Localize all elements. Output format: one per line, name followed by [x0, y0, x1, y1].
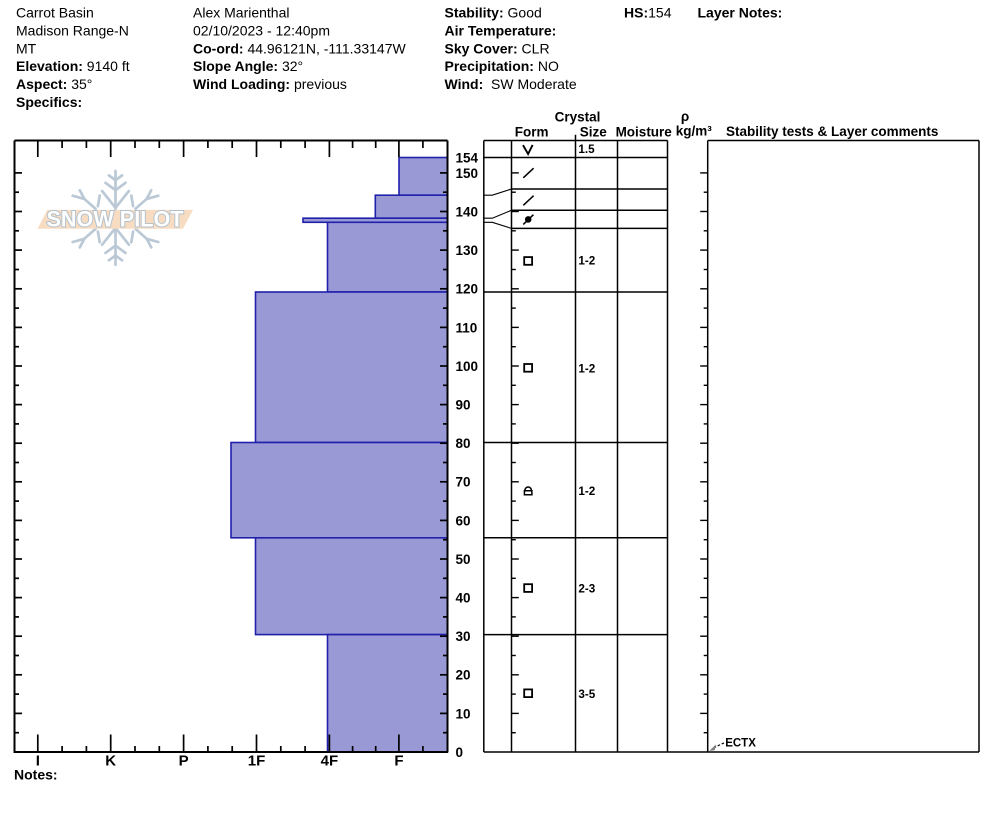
svg-text:Wind Loading: previous: Wind Loading: previous: [193, 76, 347, 92]
svg-text:kg/m³: kg/m³: [676, 124, 713, 139]
svg-text:50: 50: [456, 552, 471, 567]
svg-text:1-2: 1-2: [578, 485, 595, 498]
svg-text:ECTX: ECTX: [725, 738, 756, 750]
svg-text:0: 0: [456, 745, 464, 760]
svg-text:Alex Marienthal: Alex Marienthal: [193, 4, 290, 20]
svg-text:Aspect: 35°: Aspect: 35°: [16, 76, 92, 92]
svg-text:Form: Form: [515, 124, 549, 139]
svg-text:Moisture: Moisture: [616, 124, 673, 139]
svg-text:40: 40: [456, 591, 471, 606]
svg-text:Air Temperature:: Air Temperature:: [445, 22, 561, 38]
svg-text:130: 130: [456, 243, 479, 258]
svg-text:P: P: [179, 753, 189, 770]
svg-text:30: 30: [456, 629, 471, 644]
svg-text:Slope Angle: 32°: Slope Angle: 32°: [193, 58, 303, 74]
svg-text:Crystal: Crystal: [555, 109, 601, 124]
svg-text:1-2: 1-2: [578, 254, 595, 267]
svg-text:Wind: SW Moderate: Wind: SW Moderate: [445, 76, 577, 92]
svg-text:02/10/2023 - 12:40pm: 02/10/2023 - 12:40pm: [193, 22, 330, 38]
svg-text:MT: MT: [16, 40, 37, 56]
svg-text:154: 154: [456, 150, 479, 165]
svg-text:F: F: [394, 753, 403, 770]
svg-text:Elevation: 9140 ft: Elevation: 9140 ft: [16, 58, 130, 74]
svg-text:Carrot Basin: Carrot Basin: [16, 4, 94, 20]
svg-text:10: 10: [456, 706, 471, 721]
svg-text:60: 60: [456, 513, 471, 528]
svg-text:110: 110: [456, 320, 478, 335]
svg-text:140: 140: [456, 204, 479, 219]
svg-text:I: I: [36, 753, 40, 770]
svg-text:SNOW PILOT: SNOW PILOT: [47, 207, 185, 232]
svg-text:Sky Cover: CLR: Sky Cover: CLR: [445, 40, 550, 56]
svg-text:HS:154: HS:154: [624, 4, 672, 20]
svg-text:Co-ord: 44.96121N, -111.33147W: Co-ord: 44.96121N, -111.33147W: [193, 40, 406, 56]
svg-text:20: 20: [456, 668, 471, 683]
svg-text:Size: Size: [580, 124, 608, 139]
svg-text:Precipitation: NO: Precipitation: NO: [445, 58, 559, 74]
svg-text:100: 100: [456, 359, 479, 374]
svg-text:1F: 1F: [248, 753, 266, 770]
svg-text:Stability tests & Layer commen: Stability tests & Layer comments: [726, 124, 938, 139]
svg-text:Layer Notes:: Layer Notes:: [698, 4, 787, 20]
svg-text:150: 150: [456, 166, 479, 181]
svg-text:3-5: 3-5: [578, 688, 595, 701]
svg-text:ρ: ρ: [681, 109, 689, 124]
svg-text:K: K: [105, 753, 116, 770]
svg-text:70: 70: [456, 475, 471, 490]
svg-text:120: 120: [456, 282, 479, 297]
svg-text:2-3: 2-3: [578, 582, 595, 595]
svg-text:Madison Range-N: Madison Range-N: [16, 22, 129, 38]
svg-text:90: 90: [456, 398, 471, 413]
svg-text:Stability: Good: Stability: Good: [445, 4, 542, 20]
svg-text:1.5: 1.5: [578, 143, 595, 156]
svg-text:80: 80: [456, 436, 471, 451]
svg-text:4F: 4F: [321, 753, 339, 770]
svg-text:Notes:: Notes:: [14, 767, 58, 783]
svg-text:1-2: 1-2: [578, 362, 595, 375]
svg-text:Specifics:: Specifics:: [16, 94, 86, 110]
